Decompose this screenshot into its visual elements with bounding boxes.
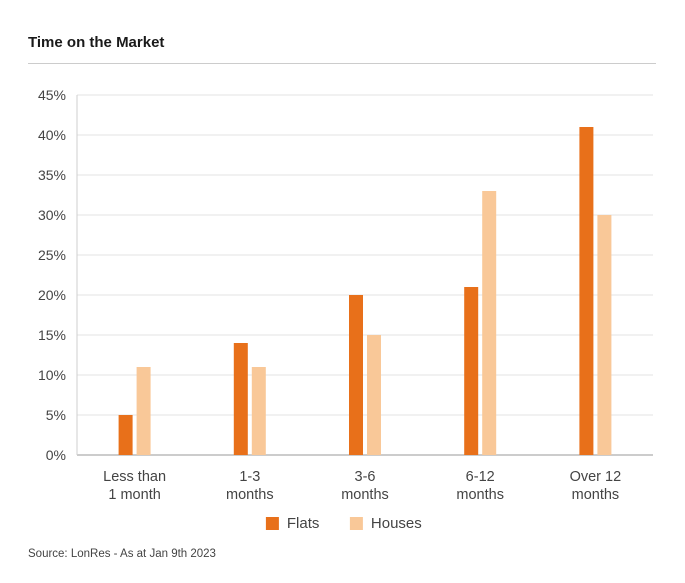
bar-flats bbox=[579, 127, 594, 455]
y-tick-label: 15% bbox=[38, 327, 66, 343]
source-note: Source: LonRes - As at Jan 9th 2023 bbox=[28, 548, 216, 560]
y-tick-label: 20% bbox=[38, 287, 66, 303]
legend-label-flats: Flats bbox=[287, 515, 320, 532]
legend-label-houses: Houses bbox=[371, 515, 422, 532]
bar-houses bbox=[136, 367, 151, 455]
y-tick-label: 10% bbox=[38, 367, 66, 383]
x-tick-label: Less than bbox=[103, 469, 166, 485]
y-tick-label: 0% bbox=[46, 447, 66, 463]
x-tick-label: 6-12 bbox=[466, 469, 495, 485]
x-tick-label: months bbox=[226, 487, 274, 503]
bar-chart: 0% 5% 10% 15% 20% 25% 30% 35% 40% 45% Less than 1 m… bbox=[38, 87, 653, 532]
y-tick-label: 30% bbox=[38, 207, 66, 223]
y-tick-label: 5% bbox=[46, 407, 66, 423]
y-tick-label: 40% bbox=[38, 127, 66, 143]
x-tick-label: Over 12 bbox=[570, 469, 622, 485]
x-tick-label: months bbox=[572, 487, 620, 503]
bar-houses bbox=[482, 191, 497, 455]
legend-swatch-houses bbox=[349, 517, 363, 530]
bar-flats bbox=[233, 343, 248, 455]
chart-title: Time on the Market bbox=[28, 34, 165, 51]
title-divider bbox=[28, 63, 656, 64]
bar-houses bbox=[367, 335, 381, 455]
bar-houses bbox=[251, 367, 266, 455]
bar-flats bbox=[118, 415, 133, 455]
x-tick-label: months bbox=[341, 487, 389, 503]
bar-houses bbox=[597, 215, 612, 455]
x-tick-label: 1 month bbox=[108, 487, 160, 503]
y-tick-label: 25% bbox=[38, 247, 66, 263]
y-tick-label: 45% bbox=[38, 87, 66, 103]
x-tick-label: 3-6 bbox=[355, 469, 376, 485]
bar-flats bbox=[349, 295, 363, 455]
x-tick-label: 1-3 bbox=[239, 469, 260, 485]
y-tick-label: 35% bbox=[38, 167, 66, 183]
bar-flats bbox=[464, 287, 479, 455]
legend-swatch-flats bbox=[265, 517, 279, 530]
x-tick-label: months bbox=[456, 487, 504, 503]
